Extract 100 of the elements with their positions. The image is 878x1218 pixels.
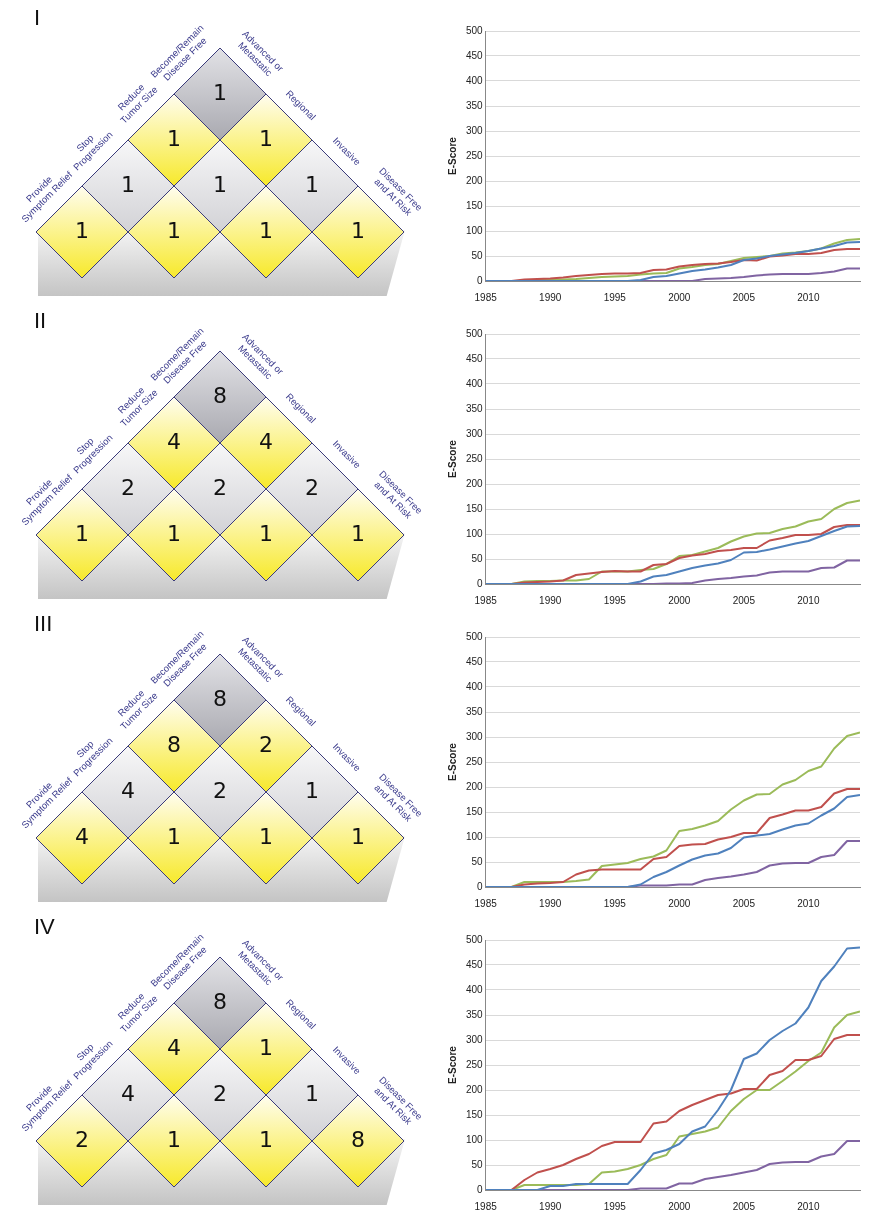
x-tick-label: 1995	[603, 1200, 627, 1212]
text: 4	[167, 1034, 181, 1060]
y-tick-label: 0	[477, 274, 484, 286]
text: 1	[259, 520, 273, 546]
y-tick-label: 450	[466, 49, 484, 61]
text: 4	[121, 1080, 135, 1106]
text: 1	[305, 171, 319, 197]
text: 1	[259, 125, 273, 151]
text: 1	[213, 171, 227, 197]
y-tick-label: 300	[466, 427, 484, 439]
text: 4	[121, 777, 135, 803]
y-tick-label: 0	[477, 577, 484, 589]
x-tick-label: 2010	[797, 897, 820, 909]
y-tick-label: 150	[466, 199, 484, 211]
text: 1	[259, 823, 273, 849]
text: 4	[167, 428, 181, 454]
y-tick-label: 300	[466, 730, 484, 742]
x-tick-label: 1990	[539, 291, 562, 303]
x-tick-label: 1985	[474, 1200, 498, 1212]
text: 2	[213, 777, 227, 803]
text: II	[34, 308, 47, 334]
text: 1	[259, 1126, 273, 1152]
text: 1	[259, 217, 273, 243]
y-tick-label: 250	[466, 1058, 484, 1070]
x-tick-label: 1990	[539, 897, 562, 909]
text: 8	[213, 988, 227, 1014]
text: 1	[305, 777, 319, 803]
y-tick-label: 200	[466, 477, 484, 489]
y-tick-label: 50	[471, 1158, 484, 1170]
text: 1	[167, 823, 181, 849]
y-tick-label: 350	[466, 99, 484, 111]
y-tick-label: 50	[471, 249, 484, 261]
text: III	[34, 611, 53, 637]
text: 1	[167, 217, 181, 243]
x-tick-label: 2000	[668, 594, 691, 606]
y-axis-title: E-Score	[446, 1045, 458, 1084]
y-tick-label: 250	[466, 149, 484, 161]
y-tick-label: 0	[477, 1183, 484, 1195]
y-tick-label: 200	[466, 174, 484, 186]
y-tick-label: 400	[466, 680, 484, 692]
text: 4	[75, 823, 89, 849]
y-tick-label: 250	[466, 452, 484, 464]
x-tick-label: 1995	[603, 291, 627, 303]
text: 1	[121, 171, 135, 197]
x-tick-label: 1985	[474, 897, 498, 909]
y-tick-label: 400	[466, 983, 484, 995]
text: 4	[259, 428, 273, 454]
text: 1	[259, 1034, 273, 1060]
text: 2	[259, 731, 273, 757]
x-tick-label: 2005	[732, 594, 756, 606]
y-axis-title: E-Score	[446, 439, 458, 478]
y-tick-label: 450	[466, 352, 484, 364]
text: 2	[75, 1126, 89, 1152]
text: 1	[351, 217, 365, 243]
y-tick-label: 150	[466, 805, 484, 817]
x-tick-label: 2005	[732, 291, 756, 303]
y-tick-label: 50	[471, 552, 484, 564]
x-tick-label: 1990	[539, 1200, 562, 1212]
text: 1	[351, 823, 365, 849]
y-tick-label: 150	[466, 502, 484, 514]
text: 8	[213, 685, 227, 711]
y-tick-label: 400	[466, 74, 484, 86]
text: 1	[167, 520, 181, 546]
y-tick-label: 250	[466, 755, 484, 767]
y-tick-label: 500	[466, 327, 484, 339]
y-tick-label: 150	[466, 1108, 484, 1120]
text: IV	[34, 914, 56, 940]
y-tick-label: 100	[466, 1133, 484, 1145]
y-tick-label: 450	[466, 958, 484, 970]
x-tick-label: 2000	[668, 291, 691, 303]
text: 1	[213, 79, 227, 105]
y-tick-label: 350	[466, 1008, 484, 1020]
x-tick-label: 2010	[797, 291, 820, 303]
y-tick-label: 500	[466, 630, 484, 642]
text: 2	[305, 474, 319, 500]
y-tick-label: 450	[466, 655, 484, 667]
y-tick-label: 0	[477, 880, 484, 892]
text: 8	[213, 382, 227, 408]
text: 8	[351, 1126, 365, 1152]
text: 1	[75, 520, 89, 546]
text: 1	[75, 217, 89, 243]
y-axis-title: E-Score	[446, 742, 458, 781]
x-tick-label: 2010	[797, 594, 820, 606]
text: 8	[167, 731, 181, 757]
x-tick-label: 2000	[668, 897, 691, 909]
text: 1	[167, 125, 181, 151]
x-tick-label: 1995	[603, 594, 627, 606]
y-tick-label: 100	[466, 830, 484, 842]
y-tick-label: 500	[466, 24, 484, 36]
y-tick-label: 100	[466, 527, 484, 539]
y-tick-label: 100	[466, 224, 484, 236]
x-tick-label: 1985	[474, 291, 498, 303]
x-tick-label: 1990	[539, 594, 562, 606]
y-tick-label: 200	[466, 1083, 484, 1095]
y-tick-label: 200	[466, 780, 484, 792]
text: 2	[213, 1080, 227, 1106]
x-tick-label: 2000	[668, 1200, 691, 1212]
y-axis-title: E-Score	[446, 136, 458, 175]
text: 2	[121, 474, 135, 500]
text: 2	[213, 474, 227, 500]
